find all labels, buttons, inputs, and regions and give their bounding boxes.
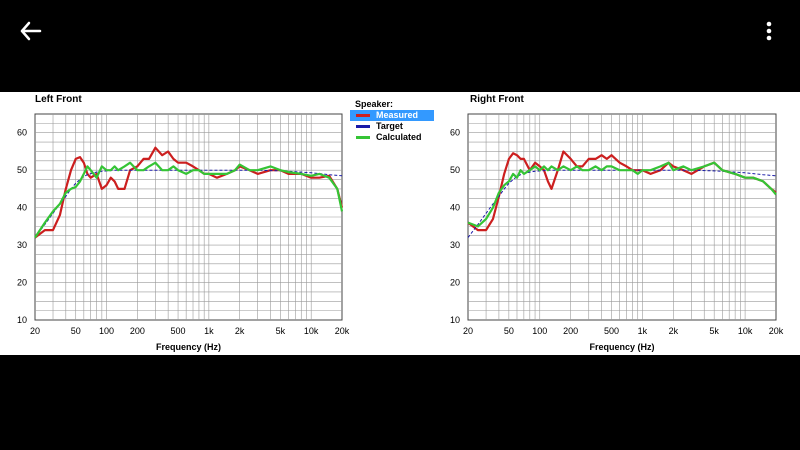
x-tick-label: 200	[563, 326, 578, 336]
left-chart-title: Left Front	[35, 94, 82, 105]
x-tick-label: 20k	[769, 326, 784, 336]
y-tick-label: 50	[17, 165, 27, 175]
x-axis-label: Frequency (Hz)	[589, 342, 654, 352]
series-measured	[34, 146, 344, 239]
legend-item-calculated[interactable]: Calculated	[350, 132, 434, 143]
more-vertical-icon	[766, 21, 772, 41]
x-tick-label: 200	[130, 326, 145, 336]
x-tick-label: 5k	[276, 326, 286, 336]
y-tick-label: 20	[17, 278, 27, 288]
calculated-swatch	[356, 136, 370, 139]
legend-title: Speaker:	[355, 99, 394, 109]
y-tick-label: 60	[17, 128, 27, 138]
series-calculated	[467, 161, 777, 228]
x-tick-label: 20k	[335, 326, 350, 336]
back-button[interactable]	[14, 14, 48, 48]
y-tick-label: 10	[17, 315, 27, 325]
x-tick-label: 1k	[638, 326, 648, 336]
x-tick-label: 5k	[709, 326, 719, 336]
legend-label: Calculated	[376, 132, 422, 142]
image-viewer: 10 20 30 40 50 60 20 50 100 200 500 1k 2k 5k 10k 20k Fre…	[0, 92, 800, 355]
x-tick-label: 20	[463, 326, 473, 336]
x-tick-label: 2k	[235, 326, 245, 336]
top-app-bar	[0, 0, 800, 92]
arrow-left-icon	[20, 21, 42, 41]
series-calculated	[34, 161, 344, 239]
x-tick-label: 100	[532, 326, 547, 336]
y-tick-label: 40	[450, 203, 460, 213]
y-tick-label: 20	[450, 278, 460, 288]
target-swatch	[356, 125, 370, 128]
x-tick-label: 50	[504, 326, 514, 336]
y-tick-label: 50	[450, 165, 460, 175]
legend-item-measured[interactable]: Measured	[350, 110, 434, 121]
measured-swatch	[356, 114, 370, 117]
legend-label: Target	[376, 121, 403, 131]
x-axis-label: Frequency (Hz)	[156, 342, 221, 352]
more-options-button[interactable]	[754, 14, 784, 48]
x-tick-label: 10k	[738, 326, 753, 336]
y-tick-label: 10	[450, 315, 460, 325]
x-tick-label: 500	[604, 326, 619, 336]
legend-item-target[interactable]: Target	[350, 121, 434, 132]
x-tick-label: 20	[30, 326, 40, 336]
x-tick-label: 500	[171, 326, 186, 336]
x-tick-label: 2k	[669, 326, 679, 336]
speaker-legend: Speaker: Measured Target Calculated	[350, 98, 434, 146]
x-tick-label: 50	[71, 326, 81, 336]
right-chart-title: Right Front	[470, 94, 524, 105]
y-tick-label: 40	[17, 203, 27, 213]
y-tick-label: 30	[17, 240, 27, 250]
y-tick-label: 60	[450, 128, 460, 138]
legend-label: Measured	[376, 110, 419, 120]
x-tick-label: 100	[99, 326, 114, 336]
x-tick-label: 1k	[204, 326, 214, 336]
x-tick-label: 10k	[304, 326, 319, 336]
y-tick-label: 30	[450, 240, 460, 250]
